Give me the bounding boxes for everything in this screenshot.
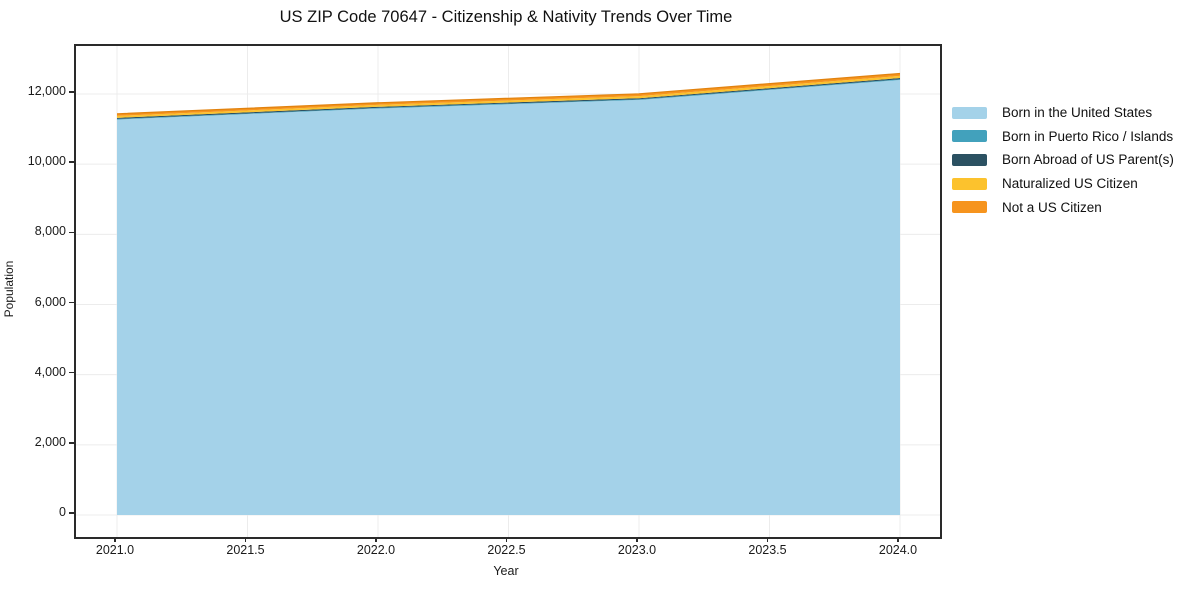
y-axis-title: Population <box>2 260 16 318</box>
legend-label: Not a US Citizen <box>1002 199 1102 215</box>
legend: Born in the United States Born in Puerto … <box>952 101 1174 219</box>
y-tick-mark <box>69 512 74 514</box>
stacked-area-svg <box>76 46 940 537</box>
y-tick-mark <box>69 231 74 234</box>
legend-label: Born in the United States <box>1002 105 1153 121</box>
x-tick-label: 2023.0 <box>617 543 657 557</box>
y-tick-label: 8,000 <box>34 224 66 239</box>
y-tick-label: 0 <box>59 505 66 519</box>
legend-item-born-in-puerto-rico-islands: Born in Puerto Rico / Islands <box>952 125 1174 149</box>
plot-area <box>74 44 942 539</box>
x-tick-mark <box>114 537 116 542</box>
x-tick-label: 2021.5 <box>226 543 265 557</box>
legend-swatch <box>952 106 987 119</box>
x-tick-label: 2022.5 <box>487 543 526 557</box>
legend-label: Naturalized US Citizen <box>1002 176 1138 192</box>
area-not-a-us-citizen <box>117 73 900 116</box>
x-tick-mark <box>505 537 508 542</box>
x-tick-mark <box>897 537 899 542</box>
y-tick-mark <box>69 301 74 304</box>
x-tick-mark <box>766 537 769 542</box>
y-tick-mark <box>69 442 74 444</box>
legend-item-naturalized-us-citizen: Naturalized US Citizen <box>952 172 1174 196</box>
x-tick-label: 2024.0 <box>878 543 918 557</box>
legend-swatch <box>952 201 987 214</box>
area-born-in-the-united-states <box>117 79 900 515</box>
y-tick-mark <box>69 91 74 93</box>
y-tick-mark <box>69 371 74 374</box>
legend-swatch <box>952 153 987 166</box>
x-tick-label: 2022.0 <box>356 543 396 557</box>
stack-top-edge <box>116 72 901 115</box>
x-axis-title: Year <box>493 564 519 578</box>
y-tick-label: 4,000 <box>34 364 66 379</box>
legend-item-born-abroad-of-us-parent-s: Born Abroad of US Parent(s) <box>952 148 1174 172</box>
y-tick-label: 2,000 <box>34 434 66 449</box>
legend-item-not-a-us-citizen: Not a US Citizen <box>952 195 1174 219</box>
x-tick-mark <box>636 537 638 542</box>
chart-title: US ZIP Code 70647 - Citizenship & Nativi… <box>279 8 733 26</box>
y-tick-label: 10,000 <box>27 154 66 169</box>
legend-label: Born in Puerto Rico / Islands <box>1002 128 1174 144</box>
x-tick-label: 2021.0 <box>95 543 135 557</box>
legend-swatch <box>952 177 987 190</box>
y-tick-label: 6,000 <box>34 294 66 309</box>
legend-item-born-in-the-united-states: Born in the United States <box>952 101 1174 125</box>
area-naturalized-us-citizen <box>117 75 900 118</box>
x-tick-label: 2023.5 <box>748 543 787 557</box>
x-tick-mark <box>244 537 247 542</box>
x-tick-mark <box>375 537 377 542</box>
y-tick-mark <box>69 161 74 163</box>
legend-label: Born Abroad of US Parent(s) <box>1002 152 1174 168</box>
legend-swatch <box>952 130 987 143</box>
area-born-abroad-of-us-parent-s <box>117 78 900 119</box>
y-tick-label: 12,000 <box>27 84 66 98</box>
